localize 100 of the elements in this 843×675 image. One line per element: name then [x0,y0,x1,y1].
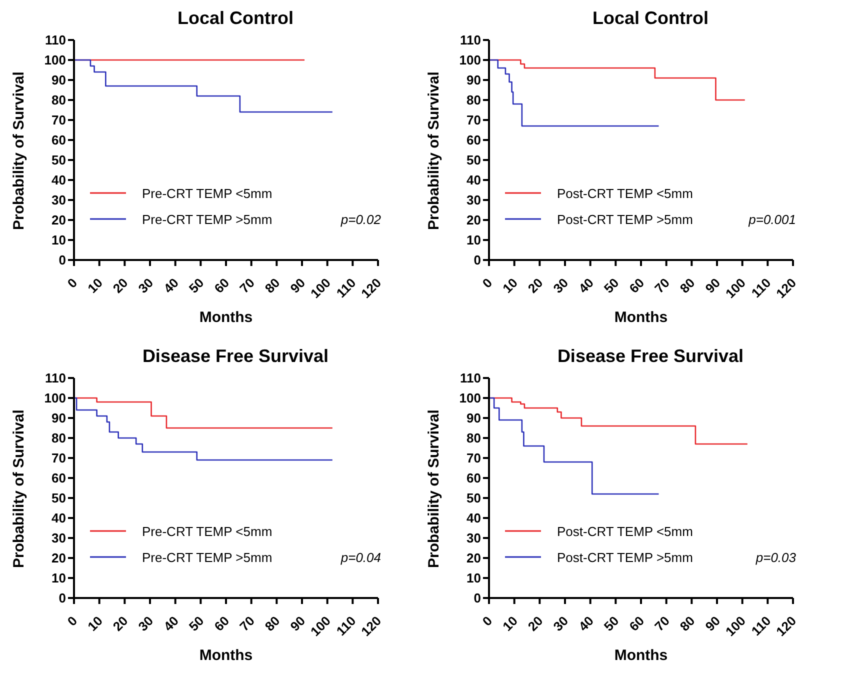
y-tick-label: 110 [45,32,66,48]
x-tick-label: 110 [333,275,359,301]
y-tick-label: 30 [466,530,481,546]
y-tick-label: 80 [52,430,66,446]
y-tick-label: 0 [58,590,66,606]
y-tick-label: 90 [466,72,481,88]
y-tick-label: 100 [44,52,66,68]
y-tick-label: 80 [466,430,481,446]
y-tick-label: 40 [52,510,66,526]
y-axis-title: Probability of Survival [425,72,442,230]
y-tick-label: 110 [460,370,481,386]
y-tick-label: 10 [52,232,66,248]
y-tick-label: 60 [52,132,66,148]
x-tick-label: 120 [358,613,384,640]
x-tick-label: 110 [748,613,774,639]
y-tick-label: 100 [459,52,481,68]
x-tick-label: 50 [600,275,622,296]
y-axis-title: Probability of Survival [10,410,28,568]
x-tick-label: 10 [84,275,106,296]
y-axis-title: Probability of Survival [425,410,442,568]
x-tick-label: 70 [652,275,672,296]
chart-title: Local Control [176,8,294,30]
x-tick-label: 60 [211,275,232,296]
legend-label: Post-CRT TEMP >5mm [557,212,693,226]
annotation: p=0.03 [756,550,796,565]
x-tick-label: 30 [550,613,572,634]
y-tick-label: 20 [466,550,481,566]
x-tick-label: 40 [160,275,182,296]
x-tick-label: 70 [236,275,258,296]
y-tick-label: 80 [52,92,66,108]
x-tick-label: 60 [626,613,648,634]
x-tick-label: 100 [308,275,334,302]
y-tick-label: 10 [52,570,66,586]
x-tick-label: 20 [110,613,131,634]
x-tick-label: 80 [262,275,283,296]
x-tick-label: 110 [748,275,774,301]
y-tick-label: 90 [52,410,66,426]
y-tick-label: 0 [474,590,481,606]
x-axis-title: Months [614,647,668,664]
x-tick-label: 30 [550,275,572,296]
y-tick-label: 0 [58,252,66,268]
x-tick-label: 40 [576,275,596,296]
y-tick-label: 30 [466,192,481,208]
annotation: p=0.001 [748,212,796,227]
x-tick-label: 120 [358,275,384,302]
legend-label: Pre-CRT TEMP <5mm [142,524,272,538]
y-tick-label: 50 [52,490,66,506]
x-tick-label: 60 [211,613,232,634]
y-tick-label: 10 [466,570,481,586]
x-axis-title: Months [614,309,668,326]
y-tick-label: 70 [52,450,66,466]
y-tick-label: 30 [52,192,66,208]
y-tick-label: 100 [44,390,66,406]
y-tick-label: 60 [466,132,481,148]
y-tick-label: 30 [52,530,66,546]
y-axis-title: Probability of Survival [10,72,28,230]
y-tick-label: 70 [52,112,66,128]
chart-title: Disease Free Survival [556,346,745,368]
x-axis-title: Months [199,647,253,664]
y-tick-label: 80 [466,92,481,108]
x-tick-label: 70 [652,613,672,634]
legend-label: Pre-CRT TEMP >5mm [142,212,272,226]
x-tick-label: 30 [135,275,156,296]
y-tick-label: 90 [52,72,66,88]
x-tick-label: 120 [773,613,800,640]
y-tick-label: 110 [45,370,66,386]
y-tick-label: 60 [466,470,481,486]
x-tick-label: 50 [186,275,207,296]
x-tick-label: 120 [773,275,800,302]
x-tick-label: 80 [676,613,698,634]
x-tick-label: 90 [287,613,308,634]
y-tick-label: 20 [52,212,66,228]
legend-label: Post-CRT TEMP >5mm [557,550,693,564]
x-axis-title: Months [199,309,253,326]
y-tick-label: 40 [466,510,481,526]
y-tick-label: 10 [466,232,481,248]
y-tick-label: 70 [466,450,481,466]
x-tick-label: 10 [84,613,106,634]
x-tick-label: 20 [524,275,546,296]
x-tick-label: 30 [135,613,156,634]
x-tick-label: 70 [236,613,258,634]
x-tick-label: 20 [524,613,546,634]
chart-title: Local Control [592,8,710,30]
x-tick-label: 50 [600,613,622,634]
y-tick-label: 0 [474,252,481,268]
legend-label: Pre-CRT TEMP <5mm [142,186,272,200]
chart-title: Disease Free Survival [141,346,330,368]
y-tick-label: 100 [459,390,481,406]
y-tick-label: 50 [466,490,481,506]
x-tick-label: 90 [702,613,724,634]
x-tick-label: 90 [287,275,308,296]
x-tick-label: 50 [186,613,207,634]
annotation: p=0.04 [340,550,381,565]
y-tick-label: 40 [52,172,66,188]
x-tick-label: 10 [500,613,520,634]
y-tick-label: 50 [52,152,66,168]
y-tick-label: 70 [466,112,481,128]
x-tick-label: 60 [626,275,648,296]
y-tick-label: 50 [466,152,481,168]
x-tick-label: 100 [308,613,334,640]
